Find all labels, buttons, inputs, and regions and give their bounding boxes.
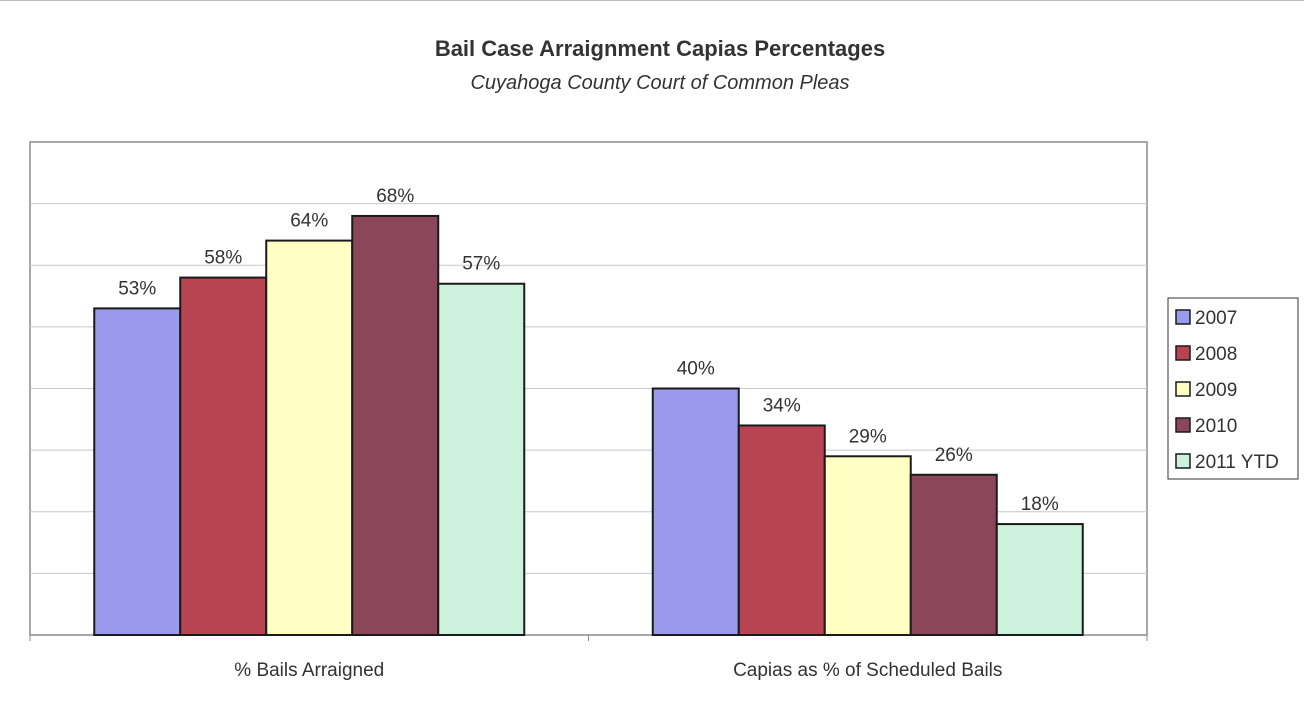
chart-subtitle: Cuyahoga County Court of Common Pleas bbox=[470, 72, 849, 94]
value-labels: 53% 58% 64% 68% 57% 40% 34% 29% 26% 18% bbox=[118, 186, 1059, 515]
bar bbox=[737, 424, 826, 636]
data-label: 34% bbox=[763, 395, 801, 416]
legend-label: 2007 bbox=[1195, 308, 1237, 329]
bar bbox=[93, 307, 182, 636]
bar bbox=[909, 473, 998, 636]
legend-swatch bbox=[1175, 345, 1191, 361]
bar bbox=[437, 282, 526, 636]
legend-label: 2011 YTD bbox=[1195, 452, 1279, 473]
data-label: 29% bbox=[849, 426, 887, 447]
chart-title: Bail Case Arraignment Capias Percentages bbox=[435, 36, 885, 61]
data-label: 53% bbox=[118, 278, 156, 299]
data-label: 40% bbox=[677, 359, 715, 380]
bar bbox=[651, 387, 740, 636]
legend-swatch bbox=[1175, 417, 1191, 433]
legend-label: 2009 bbox=[1195, 380, 1237, 401]
data-label: 64% bbox=[290, 211, 328, 232]
bars bbox=[93, 214, 1084, 637]
legend: 2007 2008 2009 2010 2011 YTD bbox=[1175, 308, 1279, 473]
category-label: Capias as % of Scheduled Bails bbox=[733, 660, 1002, 681]
bar bbox=[351, 214, 440, 636]
category-label: % Bails Arraigned bbox=[234, 660, 384, 681]
data-label: 68% bbox=[376, 186, 414, 207]
data-label: 58% bbox=[204, 248, 242, 269]
data-label: 26% bbox=[935, 445, 973, 466]
legend-swatch bbox=[1175, 453, 1191, 469]
data-label: 57% bbox=[462, 254, 500, 275]
legend-swatch bbox=[1175, 381, 1191, 397]
legend-label: 2010 bbox=[1195, 416, 1237, 437]
bar bbox=[995, 523, 1084, 637]
bar bbox=[823, 455, 912, 636]
bar bbox=[265, 239, 354, 636]
bar bbox=[179, 276, 268, 636]
category-labels: % Bails Arraigned Capias as % of Schedule… bbox=[29, 635, 1148, 681]
legend-swatch bbox=[1175, 309, 1191, 325]
data-label: 18% bbox=[1021, 494, 1059, 515]
legend-label: 2008 bbox=[1195, 344, 1237, 365]
